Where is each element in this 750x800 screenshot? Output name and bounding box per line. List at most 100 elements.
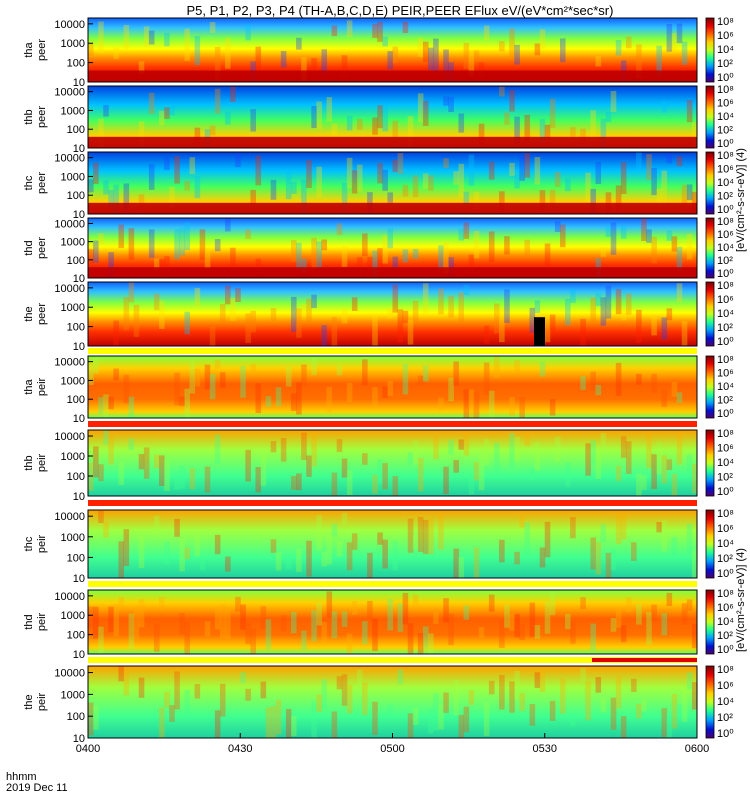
spectrogram-texture xyxy=(164,541,170,565)
spectrogram-texture xyxy=(686,672,693,690)
y-tick-label: 10000 xyxy=(54,19,85,31)
colorbar-tick-label: 10⁰ xyxy=(717,138,734,150)
y-tick-label: 1000 xyxy=(61,375,85,387)
spectrogram-texture xyxy=(382,235,388,264)
colorbar-tick-label: 10⁴ xyxy=(717,696,734,708)
spectrogram-texture xyxy=(377,105,383,129)
spectrogram-texture xyxy=(209,22,216,33)
spectrogram-texture xyxy=(686,233,693,260)
spectrogram-texture xyxy=(240,604,246,630)
spectrogram-texture xyxy=(488,161,495,180)
spectrogram-texture xyxy=(194,684,201,699)
spectrogram-texture xyxy=(372,313,378,346)
spectrogram-texture xyxy=(372,701,378,736)
spectrogram-texture xyxy=(98,464,104,482)
spectrogram-texture xyxy=(488,390,495,418)
colorbar-tick-label: 10⁴ xyxy=(717,242,734,254)
spectrogram-texture xyxy=(565,613,571,630)
spectrogram-texture xyxy=(291,182,297,194)
colorbar-label-peir: [eV/(cm²-s-sr-eV)] (4) xyxy=(735,548,747,652)
spectrogram-texture xyxy=(392,256,399,268)
spectrogram-texture xyxy=(88,70,697,82)
spectrogram-texture xyxy=(620,309,627,321)
spectrogram-texture xyxy=(311,58,317,75)
spectrogram-texture xyxy=(159,300,165,329)
spectrogram-texture xyxy=(225,556,231,572)
spectrogram-texture xyxy=(336,540,343,557)
spectrogram-texture xyxy=(159,707,165,738)
spectrogram-texture xyxy=(681,603,688,625)
spectrogram-texture xyxy=(382,539,388,569)
spectrogram-texture xyxy=(453,548,459,578)
y-tick-label: 100 xyxy=(67,255,85,267)
spectrogram-image xyxy=(88,430,697,496)
spectrogram-texture xyxy=(473,230,480,259)
y-tick-label: 10000 xyxy=(54,283,85,295)
y-tick-label: 1000 xyxy=(61,532,85,544)
panel-probe-label: thd xyxy=(23,614,35,629)
spectrogram-texture xyxy=(407,319,414,345)
spectrogram-texture xyxy=(250,310,256,333)
spectrogram-texture xyxy=(438,513,444,550)
spectrogram-texture xyxy=(666,459,673,471)
spectrogram-texture xyxy=(600,698,607,713)
spectrogram-texture xyxy=(108,396,114,410)
spectrogram-texture xyxy=(377,459,383,484)
spectrogram-texture xyxy=(387,380,393,396)
spectrogram-texture xyxy=(590,297,596,324)
chart-title: P5, P1, P2, P3, P4 (TH-A,B,C,D,E) PEIR,P… xyxy=(187,3,614,18)
spectrogram-texture xyxy=(625,293,632,315)
spectrogram-texture xyxy=(605,285,612,319)
spectrogram-texture xyxy=(676,704,683,716)
spectrogram-texture xyxy=(108,435,114,465)
colorbar-tick-label: 10⁸ xyxy=(717,508,734,520)
spectrogram-texture xyxy=(661,317,668,340)
spectrogram-texture xyxy=(615,465,622,481)
spectrogram-texture xyxy=(590,623,596,651)
spectrogram-texture xyxy=(600,118,607,148)
spectrogram-texture xyxy=(225,285,231,305)
spectrogram-texture xyxy=(443,692,449,713)
y-tick-label: 100 xyxy=(67,711,85,723)
spectrogram-texture xyxy=(524,239,531,258)
spectrogram-texture xyxy=(534,625,541,639)
spectrogram-texture xyxy=(488,594,495,612)
spectrogram-texture xyxy=(676,23,683,44)
spectrogram-texture xyxy=(494,303,500,334)
spectrogram-texture xyxy=(291,716,297,737)
x-axis: 0400 0430 0500 0530 0600 xyxy=(76,733,709,755)
spectrogram-texture xyxy=(123,25,130,50)
spectrogram-texture xyxy=(164,692,170,708)
spectrogram-texture xyxy=(179,538,185,572)
y-tick-label: 100 xyxy=(67,630,85,642)
spectrogram-texture xyxy=(514,174,520,189)
spectrogram-texture xyxy=(666,230,673,241)
spectrogram-texture xyxy=(214,359,221,369)
spectrogram-texture xyxy=(468,254,475,274)
spectrogram-texture xyxy=(148,164,155,190)
spectrogram-texture xyxy=(585,681,591,721)
spectrogram-texture xyxy=(554,221,561,232)
spectrogram-texture xyxy=(204,466,211,493)
spectrogram-image xyxy=(88,590,697,654)
spectrogram-texture xyxy=(214,710,221,738)
spectrogram-texture xyxy=(341,674,348,706)
spectrogram-texture xyxy=(499,620,505,648)
spectrogram-panel-tha-peer: 10000 1000 100 10 tha peer 10⁸ 10⁶ 10⁴ 10² 10⁰ xyxy=(23,16,734,89)
spectrogram-texture xyxy=(407,518,414,553)
spectrogram-texture xyxy=(620,162,627,195)
spectrogram-texture xyxy=(534,43,541,56)
colorbar-tick-label: 10⁴ xyxy=(717,616,734,628)
spectrogram-texture xyxy=(504,112,510,125)
spectrogram-texture xyxy=(428,175,434,191)
spectrogram-texture xyxy=(615,362,622,396)
spectrogram-texture xyxy=(296,382,302,415)
y-tick-label: 1000 xyxy=(61,451,85,463)
panel-frame xyxy=(87,281,698,347)
spectrogram-texture xyxy=(681,41,688,65)
spectrogram-texture xyxy=(590,371,596,391)
spectrogram-texture xyxy=(128,228,135,260)
colorbar-tick-label: 10⁸ xyxy=(717,280,734,292)
panel-instrument-label: peer xyxy=(36,237,48,259)
